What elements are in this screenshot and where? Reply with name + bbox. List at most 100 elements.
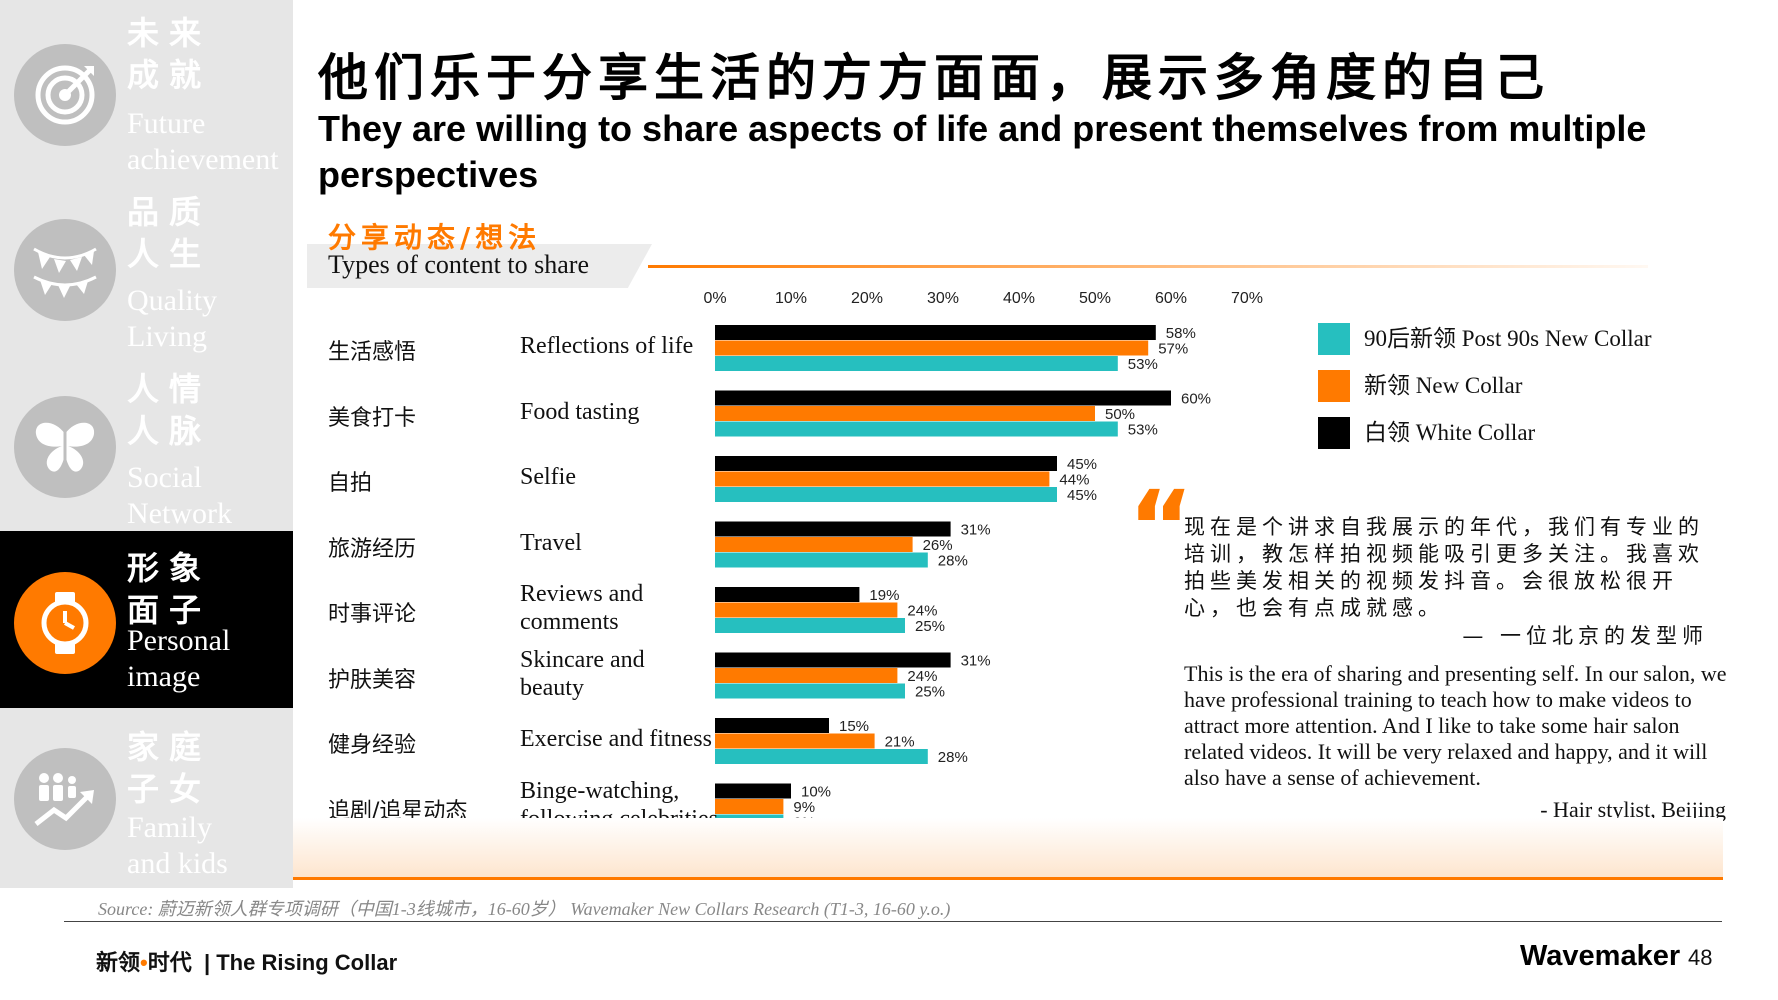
data-label-post90: 28%	[938, 749, 968, 766]
category-label-en: Reflections of life	[520, 333, 694, 359]
legend-swatch-white-collar	[1318, 417, 1350, 449]
category-label-en: Exercise and fitness	[520, 726, 712, 752]
sidebar-item-label-cn: 品质 人生	[127, 193, 212, 273]
category-label-cn: 健身经验	[328, 733, 417, 758]
section-divider	[648, 265, 1648, 268]
bar-new	[715, 471, 1050, 487]
family-growth-icon	[14, 748, 116, 850]
data-label-new: 9%	[793, 799, 815, 816]
sidebar-item-future-achievement[interactable]: 未来 成就 Future achievement	[0, 0, 293, 177]
section-title-background	[307, 244, 652, 288]
legend-label-new-collar: 新领 New Collar	[1364, 373, 1523, 398]
page-number: 48	[1688, 945, 1713, 970]
sidebar-item-quality-living[interactable]: 品质 人生 Quality Living	[0, 177, 293, 354]
x-tick-label: 50%	[1079, 290, 1111, 307]
footer-brand-en: | The Rising Collar	[203, 950, 398, 975]
legend-swatch-post90	[1318, 323, 1350, 355]
sidebar-item-label-cn: 人情 人脉	[127, 370, 212, 450]
bar-post90	[715, 683, 905, 699]
quote-text-en: This is the era of sharing and presentin…	[1184, 661, 1727, 790]
bar-post90	[715, 552, 928, 568]
sidebar-item-label-en: Social Network	[127, 461, 232, 530]
x-tick-label: 0%	[703, 290, 726, 307]
bar-new	[715, 733, 875, 749]
section-title-en: Types of content to share	[328, 250, 589, 279]
sidebar-item-family-and-kids[interactable]: 家庭 子女 Family and kids	[0, 708, 293, 885]
data-label-white: 10%	[801, 784, 831, 801]
bar-new	[715, 602, 898, 618]
footer-brand-cn-a: 新领	[96, 950, 141, 975]
bar-white	[715, 456, 1057, 471]
data-label-white: 19%	[869, 587, 899, 604]
sidebar: 未来 成就 Future achievement 品质 人生 Quality L…	[0, 0, 293, 888]
sidebar-item-social-network[interactable]: 人情 人脉 Social Network	[0, 354, 293, 531]
data-label-post90: 28%	[938, 553, 968, 570]
category-label-cn: 旅游经历	[328, 536, 417, 562]
category-label-cn: 美食打卡	[328, 405, 417, 431]
data-label-white: 31%	[961, 522, 991, 539]
x-tick-label: 40%	[1003, 290, 1035, 307]
data-label-new: 26%	[923, 537, 953, 554]
data-label-new: 24%	[907, 668, 937, 685]
bar-new	[715, 340, 1149, 356]
sidebar-item-personal-image[interactable]: 形象 面子 Personal image	[0, 531, 293, 708]
category-label-en: Reviews and comments	[520, 581, 644, 635]
category-label-en: Food tasting	[520, 398, 640, 425]
quote-attribution-en: - Hair stylist, Beijing	[1540, 797, 1726, 822]
bar-white	[715, 587, 860, 602]
sidebar-item-label-en: Personal image	[127, 624, 231, 693]
sidebar-item-label-en: Quality Living	[127, 284, 217, 353]
chart-base-band	[293, 818, 1723, 880]
category-label-cn: 时事评论	[328, 602, 417, 627]
footer-brand-cn-b: 时代	[147, 950, 192, 975]
data-label-white: 31%	[961, 653, 991, 670]
data-label-post90: 53%	[1128, 422, 1158, 439]
quote-mark-icon: “	[1128, 469, 1194, 586]
data-label-new: 50%	[1105, 406, 1135, 423]
quote-attribution-cn: — 一位北京的发型师	[1462, 624, 1708, 648]
target-icon	[14, 44, 116, 146]
bar-white	[715, 718, 829, 733]
category-label-en: Skincare and beauty	[520, 646, 645, 701]
data-label-post90: 53%	[1128, 356, 1158, 373]
bar-white	[715, 390, 1171, 406]
bar-post90	[715, 487, 1057, 502]
category-label-cn: 护肤美容	[328, 667, 417, 693]
legend-label-post90: 90后新领 Post 90s New Collar	[1364, 326, 1652, 351]
bar-new	[715, 799, 784, 814]
company-logo: Wavemaker	[1520, 940, 1681, 972]
bunting-icon	[14, 219, 116, 321]
footer-brand-dot: •	[140, 950, 148, 975]
bar-new	[715, 537, 913, 552]
page-title-cn: 他们乐于分享生活的方方面面，展示多角度的自己	[318, 49, 1550, 107]
bar-white	[715, 521, 951, 537]
x-tick-label: 70%	[1231, 290, 1263, 307]
bar-post90	[715, 749, 928, 764]
data-label-post90: 25%	[915, 618, 945, 635]
category-label-cn: 生活感悟	[328, 340, 417, 365]
section-title-cn: 分享动态/想法	[328, 221, 542, 254]
data-label-white: 60%	[1181, 391, 1211, 408]
category-label-cn: 自拍	[328, 471, 373, 496]
x-tick-label: 10%	[775, 290, 807, 307]
watch-icon	[14, 572, 116, 674]
data-label-new: 21%	[885, 734, 915, 751]
legend-label-white-collar: 白领 White Collar	[1364, 420, 1536, 445]
bar-white	[715, 325, 1156, 340]
chart-base-line	[293, 877, 1723, 880]
sidebar-item-label-cn: 家庭 子女	[127, 728, 212, 808]
legend-swatch-new-collar	[1318, 370, 1350, 402]
data-label-post90: 45%	[1067, 487, 1097, 504]
data-label-white: 45%	[1067, 456, 1097, 473]
bar-new	[715, 668, 898, 683]
data-label-post90: 25%	[915, 684, 945, 701]
bar-post90	[715, 356, 1118, 371]
butterfly-icon	[14, 396, 116, 498]
bar-post90	[715, 421, 1118, 437]
x-tick-label: 60%	[1155, 290, 1187, 307]
bar-white	[715, 783, 791, 799]
sidebar-item-label-en: Future achievement	[127, 107, 279, 176]
footer-brand-line: 新领•时代 | The Rising Collar	[96, 945, 397, 977]
source-note: Source: 蔚迈新领人群专项调研（中国1-3线城市，16-60岁） Wave…	[98, 899, 951, 919]
